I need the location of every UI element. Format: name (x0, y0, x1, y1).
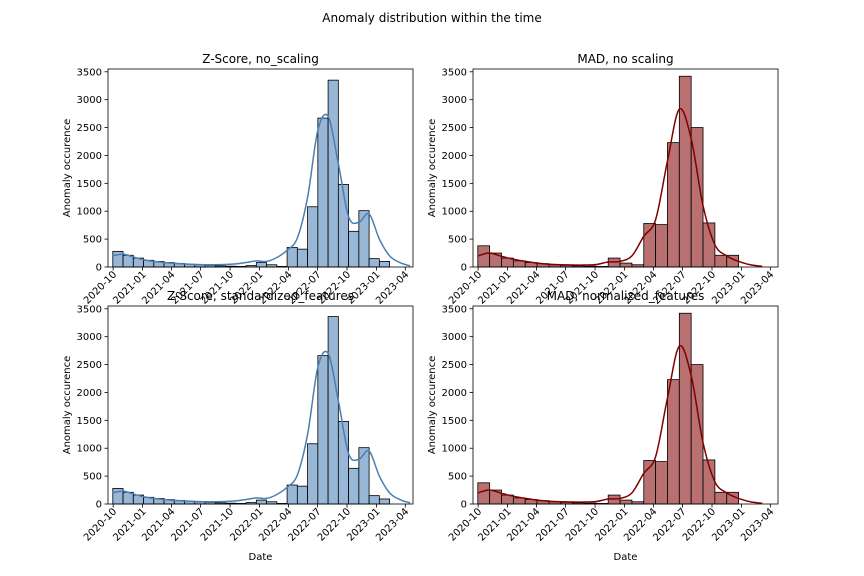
y-tick-label: 1000 (77, 207, 102, 218)
histogram-bar (358, 210, 370, 268)
x-axis-label: Date (614, 552, 638, 563)
y-tick-label: 3000 (442, 332, 467, 343)
plot-frame (107, 305, 414, 505)
histogram-bar (327, 316, 339, 505)
histogram-bar (477, 482, 491, 505)
kde-curve (477, 107, 763, 268)
y-tick-label: 0 (461, 263, 467, 274)
y-tick-label: 1000 (77, 444, 102, 455)
y-tick-label: 2000 (442, 151, 467, 162)
histogram-bar (619, 262, 633, 268)
histogram-bar (477, 245, 491, 268)
y-tick-label: 500 (448, 235, 467, 246)
histogram-bar (255, 262, 267, 268)
y-tick-label: 1500 (77, 179, 102, 190)
histogram-bar (307, 443, 319, 505)
histogram-bar (317, 117, 329, 268)
y-tick-label: 500 (448, 472, 467, 483)
y-tick-label: 0 (96, 500, 102, 511)
y-tick-label: 500 (83, 235, 102, 246)
histogram-bar (378, 498, 391, 505)
subplot-4: 05001000150020002500300035002020-102021-… (427, 289, 779, 563)
y-axis-label: Anomaly occurence (62, 356, 73, 455)
y-tick-label: 1500 (77, 416, 102, 427)
subplot-2: 05001000150020002500300035002020-102021-… (427, 52, 779, 307)
y-tick-label: 3500 (442, 304, 467, 315)
y-tick-label: 500 (83, 472, 102, 483)
subplot-title: MAD, normalized_features (547, 289, 705, 303)
subplot-title: Z-Score, standardized_features (167, 289, 354, 303)
figure-suptitle: Anomaly distribution within the time (322, 11, 541, 25)
y-tick-label: 2500 (442, 360, 467, 371)
histogram-bar (348, 467, 360, 505)
histogram-bar (255, 499, 267, 505)
y-tick-label: 3500 (77, 304, 102, 315)
y-tick-label: 3000 (77, 332, 102, 343)
histogram-bar (378, 261, 391, 268)
kde-curve (112, 113, 411, 267)
plot-frame (107, 68, 414, 268)
y-tick-label: 2000 (77, 151, 102, 162)
y-tick-label: 2000 (77, 388, 102, 399)
y-tick-label: 0 (96, 263, 102, 274)
histogram-bar (368, 495, 380, 505)
histogram-bar (667, 379, 680, 505)
histogram-bar (667, 142, 680, 268)
y-tick-label: 0 (461, 500, 467, 511)
subplot-3: 05001000150020002500300035002020-102021-… (62, 289, 414, 563)
y-axis-label: Anomaly occurence (427, 356, 438, 455)
plot-frame (472, 305, 779, 505)
subplot-title: MAD, no scaling (577, 52, 673, 66)
y-axis-label: Anomaly occurence (62, 119, 73, 218)
y-tick-label: 3500 (77, 67, 102, 78)
histogram-bar (714, 491, 728, 505)
histogram-bar (655, 461, 668, 505)
y-tick-label: 1500 (442, 179, 467, 190)
y-tick-label: 2500 (77, 360, 102, 371)
kde-curve (112, 350, 411, 504)
plot-frame (472, 68, 779, 268)
histogram-bar (296, 248, 308, 268)
histogram-bar (678, 312, 692, 505)
y-tick-label: 3000 (442, 95, 467, 106)
y-tick-label: 3500 (442, 67, 467, 78)
y-tick-label: 3000 (77, 95, 102, 106)
histogram-bar (655, 224, 668, 268)
y-tick-label: 2000 (442, 388, 467, 399)
histogram-bar (327, 79, 339, 268)
histogram-bar (678, 75, 692, 268)
subplot-title: Z-Score, no_scaling (202, 52, 319, 66)
histogram-bar (307, 206, 319, 268)
histogram-bar (619, 499, 633, 505)
histogram-bar (286, 247, 298, 268)
y-tick-label: 1500 (442, 416, 467, 427)
y-tick-label: 1000 (442, 207, 467, 218)
histogram-bar (358, 447, 370, 505)
histogram-bar (368, 258, 380, 268)
histogram-bar (286, 484, 298, 505)
histogram-bar (317, 355, 329, 505)
subplot-1: 05001000150020002500300035002020-102021-… (62, 52, 414, 307)
y-tick-label: 2500 (442, 123, 467, 134)
y-tick-label: 1000 (442, 444, 467, 455)
histogram-bar (714, 254, 728, 268)
y-axis-label: Anomaly occurence (427, 119, 438, 218)
histogram-bar (296, 485, 308, 505)
kde-curve (477, 344, 763, 505)
histogram-bar (348, 230, 360, 268)
x-axis-label: Date (249, 552, 273, 563)
y-tick-label: 2500 (77, 123, 102, 134)
